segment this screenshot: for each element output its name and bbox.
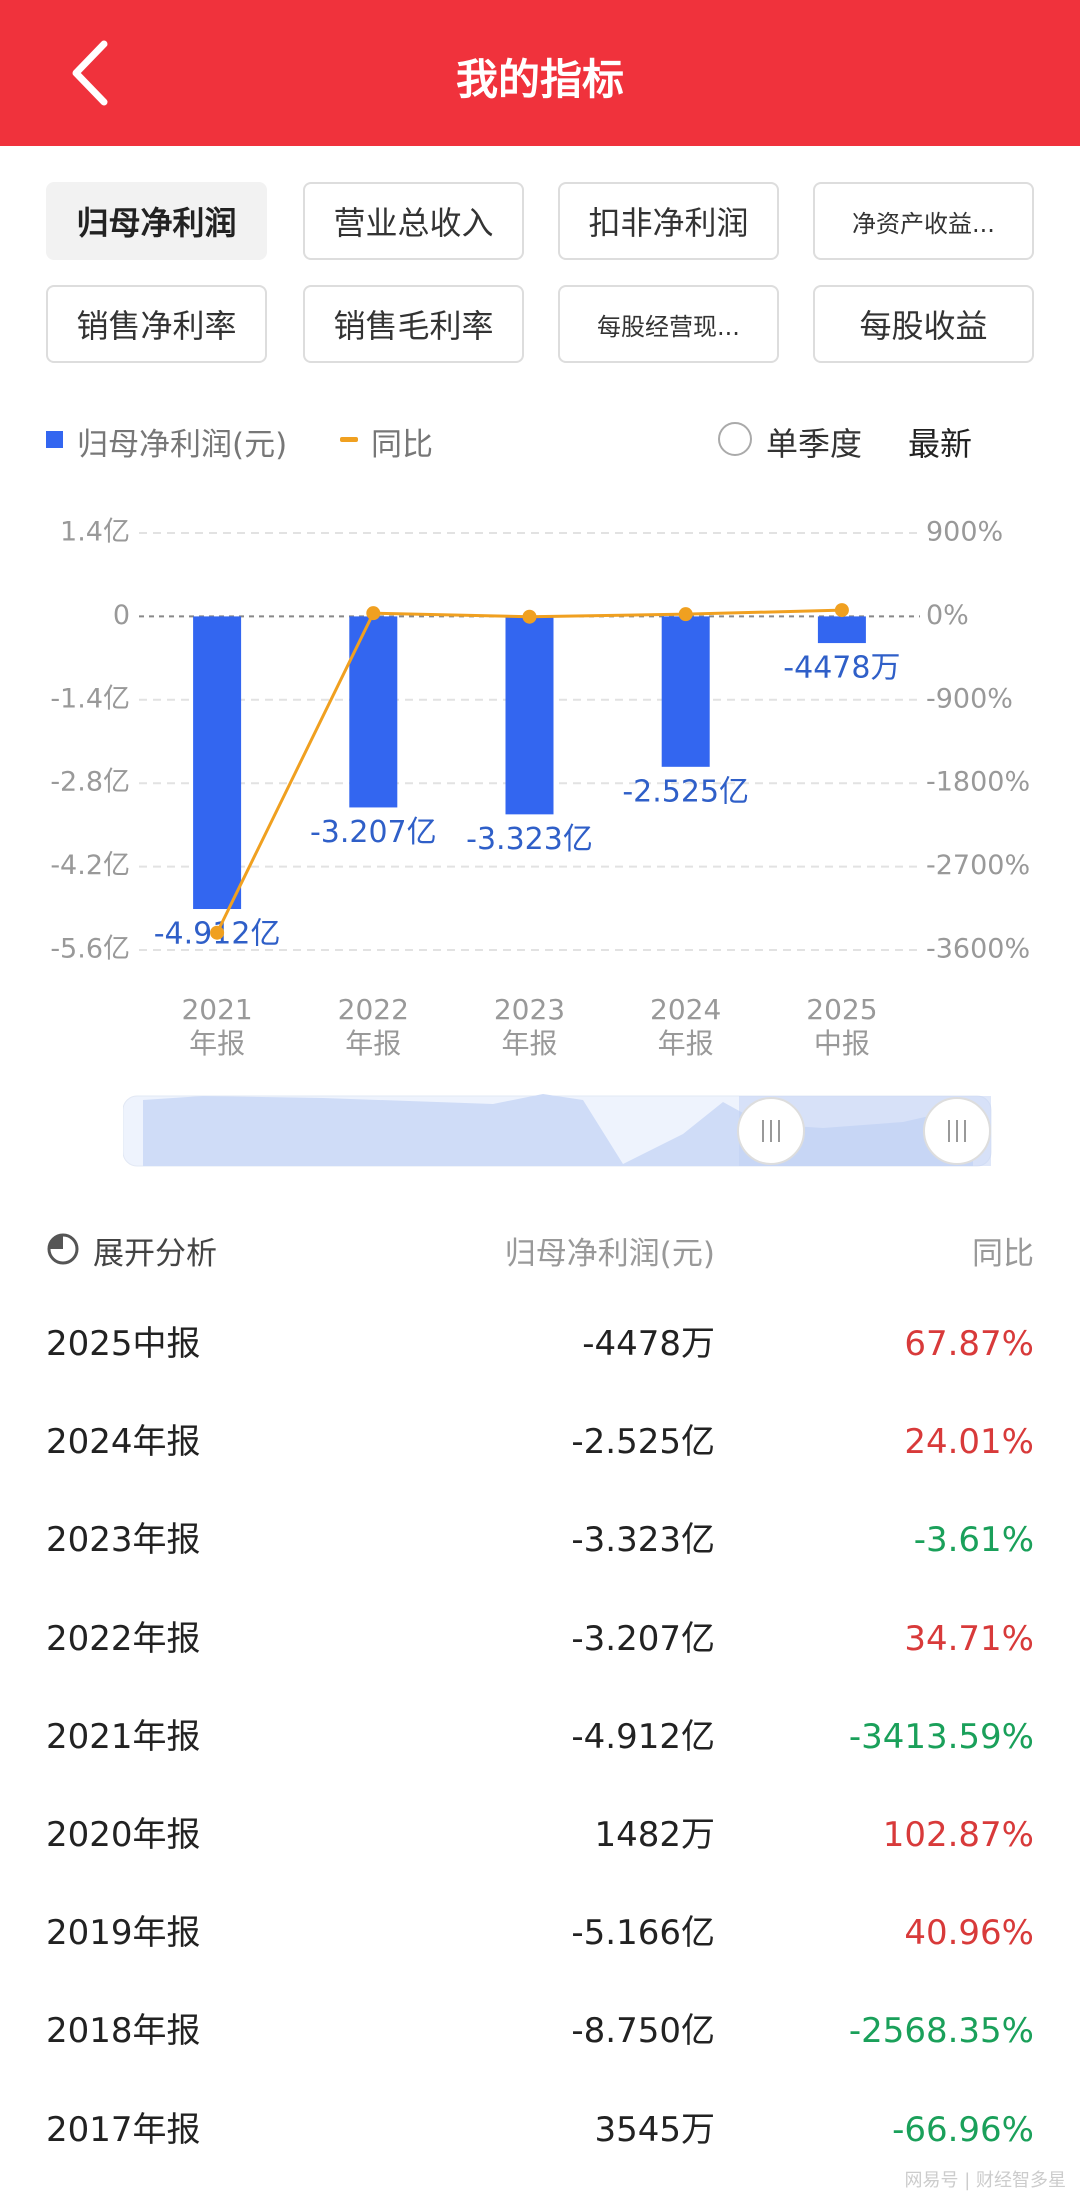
analysis-icon xyxy=(47,1233,79,1265)
row-period: 2019年报 xyxy=(46,1913,201,1954)
row-yoy: 34.71% xyxy=(904,1618,1034,1659)
x-tick-label: 2022年报 xyxy=(337,993,409,1060)
row-yoy: 67.87% xyxy=(904,1324,1034,1364)
x-tick-label: 2023年报 xyxy=(493,993,566,1060)
point xyxy=(834,603,849,618)
tab[interactable]: 每股经营现... xyxy=(558,285,779,363)
row-value: -4.912亿 xyxy=(571,1716,715,1757)
y-tick-label: 0 xyxy=(113,600,130,631)
latest[interactable]: 最新 xyxy=(908,425,973,463)
row-yoy: -3.61% xyxy=(913,1520,1034,1561)
tab[interactable]: 销售毛利率 xyxy=(303,285,524,363)
data-label: -4478万 xyxy=(783,651,900,686)
table-header: 归母净利润(元) xyxy=(504,1236,715,1272)
header-bar: 我的指标 xyxy=(0,0,1080,146)
row-period: 2018年报 xyxy=(46,2011,201,2052)
row-yoy: -66.96% xyxy=(892,2109,1034,2150)
tab[interactable]: 归母净利润 xyxy=(46,182,267,260)
row-value: -8.750亿 xyxy=(571,2011,715,2052)
data-label: -2.525亿 xyxy=(622,774,749,809)
point xyxy=(522,609,537,624)
row-value: 3545万 xyxy=(594,2109,715,2150)
row-value: -2.525亿 xyxy=(571,1422,715,1463)
x-tick-label: 2024年报 xyxy=(650,993,722,1060)
y-tick-label: -5.6亿 xyxy=(50,934,130,965)
back-button[interactable] xyxy=(60,38,120,108)
y2-tick-label: -3600% xyxy=(926,934,1030,965)
y-tick-label: -4.2亿 xyxy=(50,850,130,881)
point xyxy=(678,607,693,622)
radio[interactable] xyxy=(718,422,752,456)
row-value: 1482万 xyxy=(594,1815,715,1855)
table-header[interactable]: 展开分析 xyxy=(93,1236,217,1272)
tab[interactable]: 净资产收益... xyxy=(813,182,1034,260)
y2-tick-label: -1800% xyxy=(926,767,1030,798)
range-slider[interactable] xyxy=(123,1094,993,1168)
bar xyxy=(505,616,554,815)
bar xyxy=(661,616,710,767)
y2-tick-label: -900% xyxy=(926,683,1013,714)
row-value: -5.166亿 xyxy=(571,1913,715,1954)
y-tick-label: -1.4亿 xyxy=(50,683,130,714)
tab[interactable]: 营业总收入 xyxy=(303,182,524,260)
row-period: 2017年报 xyxy=(46,2109,201,2150)
row-period: 2022年报 xyxy=(46,1618,201,1659)
row-yoy: -2568.35% xyxy=(848,2011,1034,2052)
y2-tick-label: -2700% xyxy=(926,850,1030,881)
row-period: 2023年报 xyxy=(46,1520,201,1561)
y2-tick-label: 0% xyxy=(926,600,969,631)
data-label: -3.323亿 xyxy=(466,822,593,857)
point xyxy=(366,606,381,621)
row-period: 2020年报 xyxy=(46,1815,201,1855)
row-period: 2025中报 xyxy=(46,1324,201,1364)
chart: 1.4亿 0 -1.4亿 -2.8亿 -4.2亿 -5.6亿 900% 0% -900% -180… xyxy=(50,517,1030,965)
legend-swatch xyxy=(340,437,358,442)
legend-label: 归母净利润(元) xyxy=(77,427,288,463)
watermark: 网易号 | 财经智多星 xyxy=(904,2170,1066,2191)
table-header: 同比 xyxy=(972,1236,1034,1272)
row-yoy: -3413.59% xyxy=(848,1716,1034,1757)
point xyxy=(210,925,225,940)
y-tick-label: -2.8亿 xyxy=(50,767,130,798)
row-period: 2021年报 xyxy=(46,1716,201,1757)
row-yoy: 102.87% xyxy=(882,1815,1034,1855)
x-tick-label: 2025中报 xyxy=(806,993,878,1060)
single-quarter[interactable]: 单季度 xyxy=(766,425,863,463)
row-value: -4478万 xyxy=(582,1324,715,1364)
legend-label: 同比 xyxy=(371,427,433,463)
y-tick-label: 1.4亿 xyxy=(60,517,130,548)
bar xyxy=(193,616,242,910)
page-title: 我的指标 xyxy=(455,55,624,104)
legend-swatch xyxy=(46,431,63,448)
bar xyxy=(817,616,866,644)
data-label: -3.207亿 xyxy=(310,815,437,850)
row-period: 2024年报 xyxy=(46,1422,201,1463)
x-tick-label: 2021年报 xyxy=(181,993,253,1060)
tab[interactable]: 每股收益 xyxy=(813,285,1034,363)
row-value: -3.207亿 xyxy=(571,1618,715,1659)
tab[interactable]: 销售净利率 xyxy=(46,285,267,363)
row-yoy: 24.01% xyxy=(904,1422,1034,1463)
row-yoy: 40.96% xyxy=(904,1913,1034,1954)
tab[interactable]: 扣非净利润 xyxy=(558,182,779,260)
row-value: -3.323亿 xyxy=(571,1520,715,1561)
y2-tick-label: 900% xyxy=(926,517,1003,548)
